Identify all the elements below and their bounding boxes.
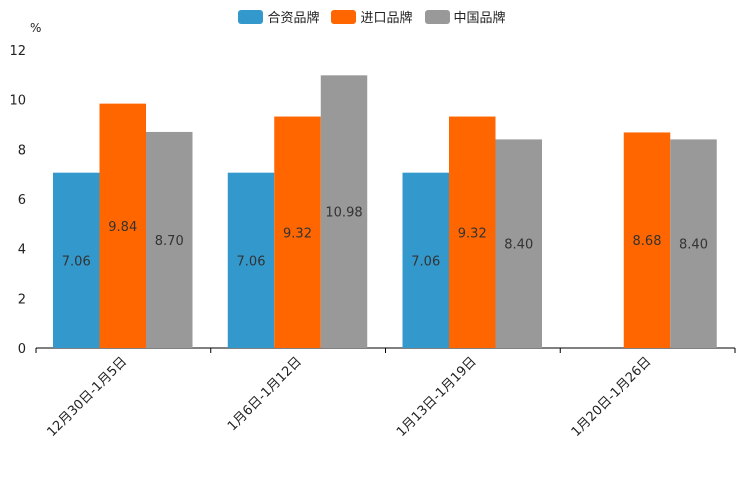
legend-swatch-chinese bbox=[424, 9, 450, 24]
legend-label-imported: 进口品牌 bbox=[360, 11, 413, 26]
bar-label-1-3: 8.68 bbox=[633, 234, 662, 249]
bar-label-2-1: 10.98 bbox=[325, 206, 362, 221]
y-tick-label-6: 12 bbox=[9, 44, 26, 59]
bar-label-2-2: 8.40 bbox=[504, 238, 533, 253]
bar-label-0-0: 7.06 bbox=[62, 254, 91, 269]
legend-swatch-imported bbox=[331, 9, 357, 24]
bar-1-1 bbox=[274, 116, 321, 348]
x-tick-label-2: 1月13日-1月19日 bbox=[394, 354, 480, 440]
bar-2-0 bbox=[146, 131, 193, 348]
bar-label-2-0: 8.70 bbox=[155, 234, 184, 249]
legend-label-chinese: 中国品牌 bbox=[453, 11, 506, 26]
bar-label-0-1: 7.06 bbox=[237, 254, 266, 269]
bar-0-2 bbox=[402, 172, 449, 348]
bar-label-1-2: 9.32 bbox=[458, 226, 487, 241]
y-tick-label-5: 10 bbox=[9, 94, 26, 109]
bar-0-1 bbox=[227, 172, 275, 348]
legend-label-joint-venture: 合资品牌 bbox=[267, 11, 320, 26]
legend-item-chinese[interactable]: 中国品牌 bbox=[424, 7, 506, 26]
legend-swatch-joint-venture bbox=[238, 9, 264, 24]
bar-label-1-1: 9.32 bbox=[283, 226, 312, 241]
bar-1-3 bbox=[623, 132, 671, 348]
y-tick-label-2: 4 bbox=[18, 243, 26, 258]
bar-label-1-0: 9.84 bbox=[108, 220, 137, 235]
y-tick-label-3: 6 bbox=[18, 193, 26, 208]
x-tick-label-1: 1月6日-1月12日 bbox=[225, 354, 305, 434]
y-tick-label-4: 8 bbox=[18, 143, 26, 158]
bar-2-2 bbox=[495, 139, 542, 348]
bar-1-0 bbox=[99, 103, 146, 348]
bar-2-1 bbox=[320, 75, 368, 348]
x-tick-label-3: 1月20日-1月26日 bbox=[569, 354, 655, 440]
bar-label-0-2: 7.06 bbox=[411, 254, 440, 269]
y-tick-label-1: 2 bbox=[18, 292, 26, 307]
legend-item-joint-venture[interactable]: 合资品牌 bbox=[238, 7, 319, 26]
legend-item-imported[interactable]: 进口品牌 bbox=[331, 7, 413, 26]
bar-2-3 bbox=[670, 139, 717, 348]
bar-label-2-3: 8.40 bbox=[679, 238, 708, 253]
bar-0-0 bbox=[53, 172, 100, 348]
x-tick-label-0: 12月30日-1月5日 bbox=[44, 354, 130, 440]
legend: 合资品牌 进口品牌 中国品牌 bbox=[0, 7, 744, 26]
y-axis-unit-label: % bbox=[30, 21, 42, 35]
y-tick-label-0: 0 bbox=[18, 342, 26, 357]
bar-1-2 bbox=[449, 116, 496, 348]
